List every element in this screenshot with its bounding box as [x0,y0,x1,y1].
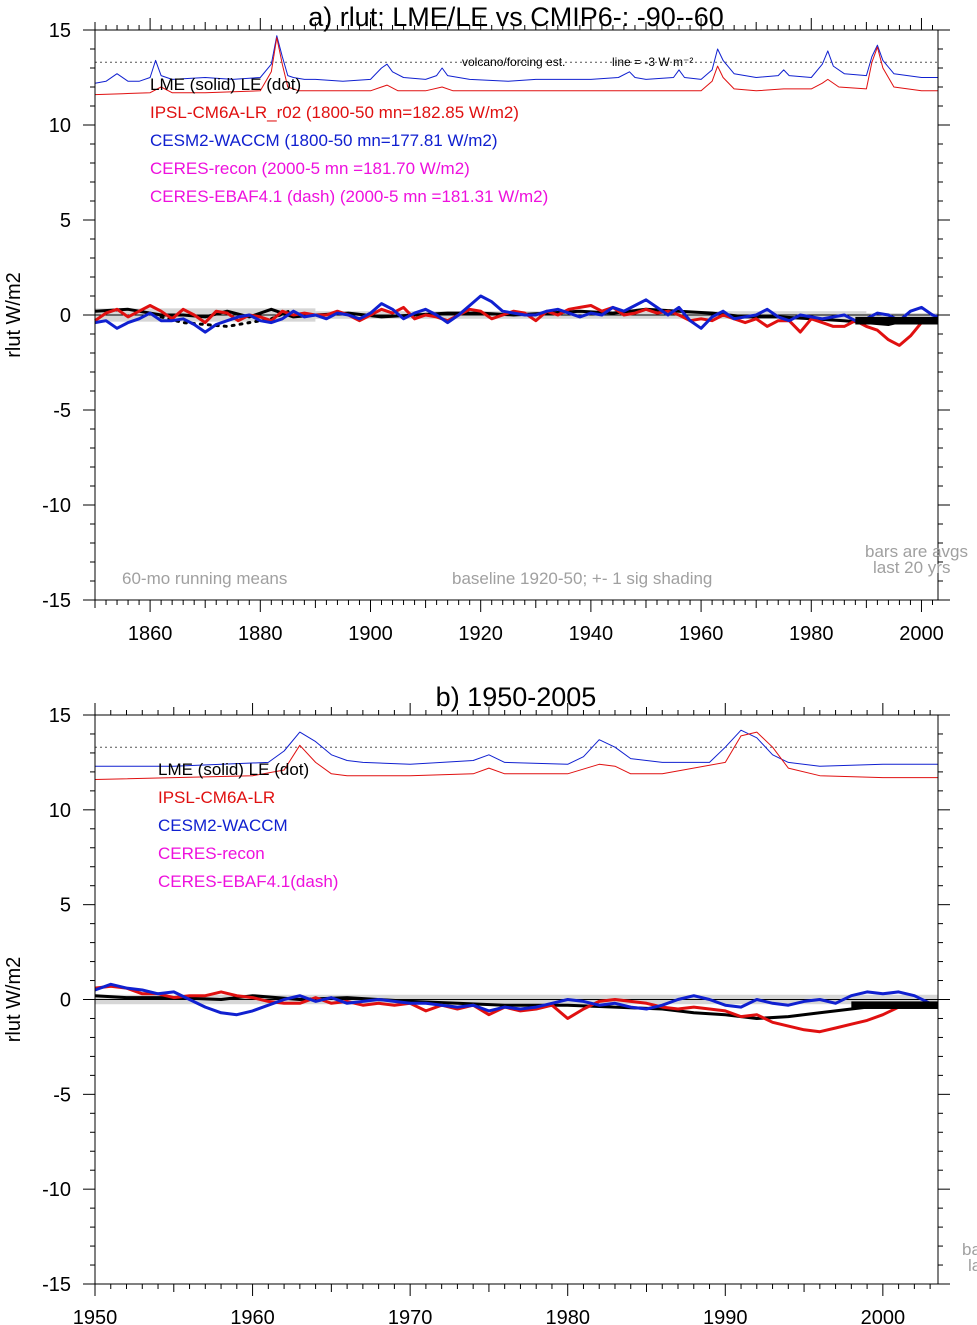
avg-bar [855,316,938,325]
x-tick-label: 1860 [128,623,173,645]
x-tick-label: 1980 [789,623,834,645]
bars-note-2: la [968,1256,977,1275]
legend-entry: CESM2-WACCM (1800-50 mn=177.81 W/m2) [150,131,498,150]
chart-title: b) 1950-2005 [436,682,597,712]
avg-bar [851,1001,938,1009]
x-tick-label: 1900 [348,623,393,645]
y-tick-label: 10 [49,800,71,822]
legend-entry: CESM2-WACCM [158,816,288,835]
chart-panel-b: b) 1950-2005 1950 1960 1970 1980 1990 2000 15 10… [3,682,977,1325]
y-tick-label: 5 [60,210,71,232]
x-tick-label: 2000 [861,1307,906,1325]
series-cesm2-waccm-forcing [94,35,938,84]
y-tick-label: -10 [42,1179,71,1201]
y-tick-label: -15 [42,1274,71,1296]
x-tick-label: 2000 [899,623,944,645]
y-tick-label: 5 [60,895,71,917]
volcano-note: volcano/forcing est. [462,55,565,69]
y-axis-label: rlut W/m2 [3,272,25,358]
series-cesm2-waccm [94,294,939,334]
legend-entry: CERES-EBAF4.1(dash) [158,872,338,891]
x-tick-label: 1960 [679,623,724,645]
series-ipsl-cm6a-lr-forcing [94,731,938,780]
legend-entry: IPSL-CM6A-LR_r02 (1800-50 mn=182.85 W/m2… [150,103,519,122]
x-tick-label: 1920 [458,623,503,645]
line-note: line = -3 W m⁻² [612,55,693,69]
y-tick-label: 0 [60,305,71,327]
x-tick-label: 1880 [238,623,283,645]
series-ipsl-cm6a-lr-r02 [94,304,938,347]
y-tick-label: 15 [49,20,71,42]
series-ipsl-cm6a-lr-r02-forcing [94,37,938,96]
baseline-note: baseline 1920-50; +- 1 sig shading [452,569,712,588]
y-tick-label: -15 [42,590,71,612]
x-tick-label: 1950 [73,1307,118,1325]
y-tick-label: -10 [42,495,71,517]
bars-note-2: last 20 yrs [873,558,950,577]
series-cesm2-waccm-forcing [95,729,938,767]
x-tick-label: 1990 [703,1307,748,1325]
chart-title: a) rlut: LME/LE vs CMIP6-: -90--60 [308,2,724,32]
y-tick-label: -5 [53,1084,71,1106]
bars-note-1: ba [962,1240,977,1259]
y-tick-label: 0 [60,990,71,1012]
legend-entry: CERES-recon (2000-5 mn =181.70 W/m2) [150,159,470,178]
bars-note-1: bars are avgs [865,542,968,561]
x-tick-label: 1970 [388,1307,433,1325]
legend-entry: LME (solid) LE (dot) [150,75,301,94]
y-tick-label: -5 [53,400,71,422]
running-mean-note: 60-mo running means [122,569,287,588]
x-tick-label: 1940 [569,623,614,645]
legend-entry: IPSL-CM6A-LR [158,788,275,807]
y-axis-label: rlut W/m2 [3,957,25,1043]
chart-panel-a: a) rlut: LME/LE vs CMIP6-: -90--60 1860 18… [3,2,968,645]
x-tick-label: 1980 [545,1307,590,1325]
y-tick-label: 10 [49,115,71,137]
y-tick-label: 15 [49,705,71,727]
legend-entry: LME (solid) LE (dot) [158,760,309,779]
x-tick-label: 1960 [230,1307,275,1325]
legend-entry: CERES-recon [158,844,265,863]
legend-entry: CERES-EBAF4.1 (dash) (2000-5 mn =181.31 … [150,187,548,206]
series-cesm2-waccm [94,982,931,1017]
series-lme [94,307,938,326]
